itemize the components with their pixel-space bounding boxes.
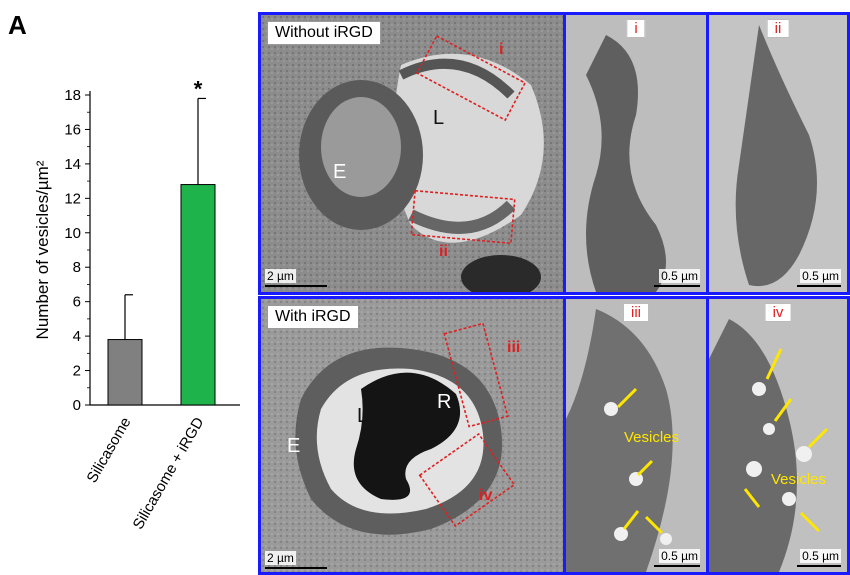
y-tick-label-2: 4 bbox=[73, 328, 81, 345]
zoom-i-tag: i bbox=[626, 19, 646, 38]
zoom-ii-tag: ii bbox=[766, 19, 790, 38]
region-marker-iii: iii bbox=[507, 339, 521, 356]
zoom-iv-tag: iv bbox=[764, 303, 792, 322]
tem-zoom-i: i 0.5 µm bbox=[566, 15, 706, 292]
y-axis-label: Number of vesicles/µm² bbox=[33, 160, 52, 339]
y-tick-label-0: 0 bbox=[73, 397, 81, 414]
tem-main-with-irgd: With iRGD L R E iii iv 2 µm bbox=[261, 299, 563, 572]
scale-bar-zoom-iii bbox=[654, 565, 700, 567]
vesicles-label-iv: Vesicles bbox=[771, 471, 827, 488]
zoom-iii-tag: iii bbox=[623, 303, 649, 322]
y-tick-label-9: 18 bbox=[64, 87, 81, 104]
scale-label-main-top: 2 µm bbox=[265, 269, 296, 283]
bar-chart: 0 2 4 6 8 10 12 14 16 18 Number of vesicles/µm² Sil… bbox=[33, 76, 240, 532]
scale-bar-zoom-ii bbox=[797, 285, 841, 287]
scale-label-main-bottom: 2 µm bbox=[265, 551, 296, 565]
category-label-0: Silicasome bbox=[83, 415, 134, 486]
region-marker-iv: iv bbox=[479, 487, 493, 504]
with-irgd-panel-group: With iRGD L R E iii iv 2 µm iii Vesicles… bbox=[258, 296, 850, 575]
y-tick-label-8: 16 bbox=[64, 121, 81, 138]
y-tick-label-4: 8 bbox=[73, 259, 81, 276]
lumen-label: L bbox=[433, 107, 445, 129]
category-label-1: Silicasome + iRGD bbox=[130, 414, 208, 532]
significance-star: * bbox=[194, 76, 203, 101]
with-irgd-label: With iRGD bbox=[267, 305, 359, 329]
y-tick-label-6: 12 bbox=[64, 190, 81, 207]
panel-letter: A bbox=[8, 10, 27, 40]
scale-bar-main-bottom bbox=[265, 567, 327, 569]
tem-main-without-irgd: Without iRGD L E i ii 2 µm bbox=[261, 15, 563, 292]
endothelium-label-bottom: E bbox=[287, 435, 301, 457]
red-cell-label: R bbox=[437, 391, 452, 413]
y-tick-label-5: 10 bbox=[64, 225, 81, 242]
without-irgd-label: Without iRGD bbox=[267, 21, 381, 45]
y-tick-label-1: 2 bbox=[73, 363, 81, 380]
tem-zoom-ii: ii 0.5 µm bbox=[709, 15, 847, 292]
vesicles-label-iii: Vesicles bbox=[624, 429, 680, 446]
scale-label-zoom-iv: 0.5 µm bbox=[800, 549, 841, 563]
y-tick-label-7: 14 bbox=[64, 156, 81, 173]
scale-bar-zoom-iv bbox=[797, 565, 841, 567]
scale-bar-zoom-i bbox=[654, 285, 700, 287]
region-marker-i: i bbox=[499, 41, 504, 58]
scale-label-zoom-i: 0.5 µm bbox=[659, 269, 700, 283]
region-marker-ii: ii bbox=[439, 243, 448, 260]
tem-zoom-iv: iv Vesicles 0.5 µm bbox=[709, 299, 847, 572]
y-tick-label-3: 6 bbox=[73, 294, 81, 311]
bar-1 bbox=[180, 184, 216, 406]
lumen-label-bottom: L bbox=[357, 405, 369, 427]
scale-bar-main-top bbox=[265, 285, 327, 287]
without-irgd-panel-group: Without iRGD L E i ii 2 µm i 0.5 µm ii 0… bbox=[258, 12, 850, 295]
tem-zoom-iii: iii Vesicles 0.5 µm bbox=[566, 299, 706, 572]
endothelium-label: E bbox=[333, 161, 347, 183]
bar-0 bbox=[107, 339, 143, 406]
scale-label-zoom-iii: 0.5 µm bbox=[659, 549, 700, 563]
scale-label-zoom-ii: 0.5 µm bbox=[800, 269, 841, 283]
